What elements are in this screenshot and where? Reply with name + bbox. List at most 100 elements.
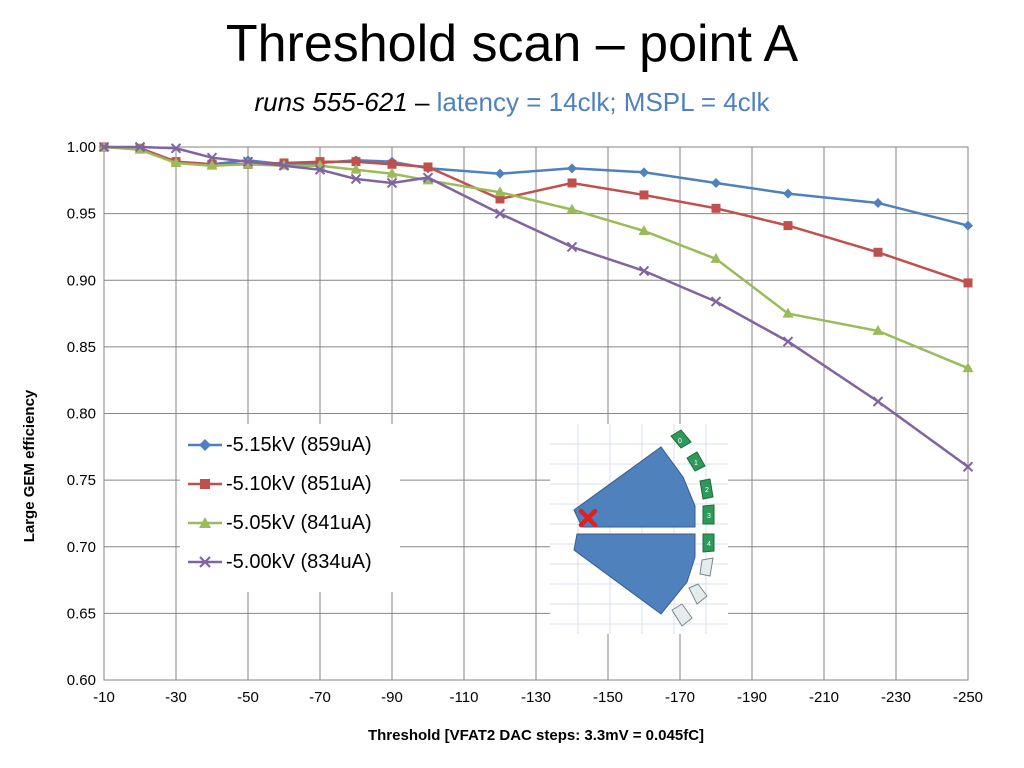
sector-tab: 4 xyxy=(702,533,715,553)
data-point xyxy=(278,160,290,171)
data-point xyxy=(963,220,973,231)
data-point xyxy=(422,172,434,183)
sector-tab: 1 xyxy=(686,451,706,472)
x-tick-label: -150 xyxy=(593,689,623,706)
data-point xyxy=(242,158,254,169)
y-tick-label: 0.90 xyxy=(67,272,96,289)
chart-grid xyxy=(103,146,969,681)
sector-tab: 2 xyxy=(699,478,714,500)
data-point xyxy=(206,152,218,163)
sector-label: 4 xyxy=(707,541,711,548)
data-point xyxy=(567,178,577,188)
legend-item: -5.10kV (851uA) xyxy=(188,469,372,499)
x-tick-label: -30 xyxy=(165,689,187,706)
data-point xyxy=(386,167,398,178)
data-point xyxy=(638,265,650,277)
x-axis-label: Threshold [VFAT2 DAC steps: 3.3mV = 0.04… xyxy=(368,727,704,744)
data-point xyxy=(872,396,884,407)
data-point xyxy=(495,194,505,204)
data-point xyxy=(494,208,506,219)
sector-tab: 0 xyxy=(670,429,692,449)
y-tick-label: 0.60 xyxy=(67,672,96,689)
sector-tab-empty xyxy=(671,603,693,627)
sector-label: 3 xyxy=(707,513,711,520)
legend-label: -5.05kV (841uA) xyxy=(226,511,372,534)
slide-title: Threshold scan – point A xyxy=(225,15,799,73)
data-point xyxy=(495,168,505,179)
x-tick-label: -90 xyxy=(381,689,403,706)
legend-x-marker-icon xyxy=(188,556,222,568)
data-point xyxy=(710,296,722,307)
x-tick-label: -190 xyxy=(737,689,767,706)
legend-item: -5.05kV (841uA) xyxy=(188,508,372,538)
data-point xyxy=(711,203,721,213)
y-axis-ticks: 0.60 0.65 0.70 0.75 0.80 0.85 0.90 0.95 1.00 xyxy=(67,139,96,689)
data-point xyxy=(782,336,794,347)
legend-triangle-marker-icon xyxy=(188,517,222,528)
data-point xyxy=(350,173,362,185)
data-point xyxy=(387,159,397,169)
sector-tab-empty xyxy=(688,583,708,605)
x-tick-label: -210 xyxy=(809,689,839,706)
data-point xyxy=(206,159,218,170)
chart-series xyxy=(98,141,974,473)
chamber-lower-half xyxy=(573,533,696,615)
data-point xyxy=(350,163,362,174)
data-point xyxy=(962,362,974,373)
y-axis-label: Large GEM efficiency xyxy=(21,389,38,542)
data-point xyxy=(98,141,110,153)
sector-label: 2 xyxy=(705,487,709,494)
data-point xyxy=(873,197,883,208)
data-point xyxy=(638,224,650,235)
slide-subtitle: runs 555-621 – latency = 14clk; MSPL = 4… xyxy=(0,86,1024,118)
legend-diamond-marker-icon xyxy=(188,439,222,451)
data-point xyxy=(242,156,254,167)
data-point xyxy=(566,203,578,214)
data-point xyxy=(494,186,506,197)
sector-tab: 3 xyxy=(702,504,715,525)
x-tick-label: -130 xyxy=(521,689,551,706)
data-point xyxy=(566,241,578,253)
sector-label: 0 xyxy=(678,438,682,445)
y-tick-label: 0.80 xyxy=(67,406,96,423)
series-4 xyxy=(98,141,974,473)
data-point xyxy=(710,252,722,263)
sector-label: 1 xyxy=(694,460,698,467)
x-tick-label: -70 xyxy=(309,689,331,706)
data-point xyxy=(783,221,793,231)
y-tick-label: 0.75 xyxy=(67,472,96,489)
x-tick-label: -170 xyxy=(665,689,695,706)
chamber-diagram: 0 1 2 3 4 xyxy=(550,424,728,634)
plot-area-border xyxy=(103,146,969,681)
legend-item: -5.00kV (834uA) xyxy=(188,547,372,577)
data-point xyxy=(872,324,884,335)
point-a-marker-icon xyxy=(578,508,598,528)
data-point xyxy=(639,190,649,200)
legend-label: -5.00kV (834uA) xyxy=(226,550,372,573)
legend-item: -5.15kV (859uA) xyxy=(188,430,372,460)
x-axis-ticks: -10 -30 -50 -70 -90 -110 -130 -150 -170 -190 -210 -… xyxy=(93,689,983,706)
x-tick-label: -10 xyxy=(93,689,115,706)
y-tick-label: 0.95 xyxy=(67,206,96,223)
x-tick-label: -250 xyxy=(953,689,983,706)
data-point xyxy=(170,156,182,167)
x-tick-label: -230 xyxy=(881,689,911,706)
legend-label: -5.15kV (859uA) xyxy=(226,433,372,456)
y-tick-label: 1.00 xyxy=(67,139,96,156)
legend-square-marker-icon xyxy=(188,479,222,489)
subtitle-runs: runs 555-621 xyxy=(254,87,408,117)
legend-label: -5.10kV (851uA) xyxy=(226,472,372,495)
chart-legend: -5.15kV (859uA) -5.10kV (851uA) -5.05kV … xyxy=(180,424,400,592)
y-tick-label: 0.70 xyxy=(67,539,96,556)
data-point xyxy=(567,163,577,174)
subtitle-dash: – xyxy=(407,87,437,117)
data-point xyxy=(386,177,398,189)
data-point xyxy=(134,143,146,154)
data-point xyxy=(711,177,721,188)
data-point xyxy=(170,143,182,154)
data-point xyxy=(962,461,974,473)
y-tick-label: 0.85 xyxy=(67,339,96,356)
data-point xyxy=(351,157,361,167)
data-point xyxy=(639,167,649,178)
data-point xyxy=(314,164,326,175)
